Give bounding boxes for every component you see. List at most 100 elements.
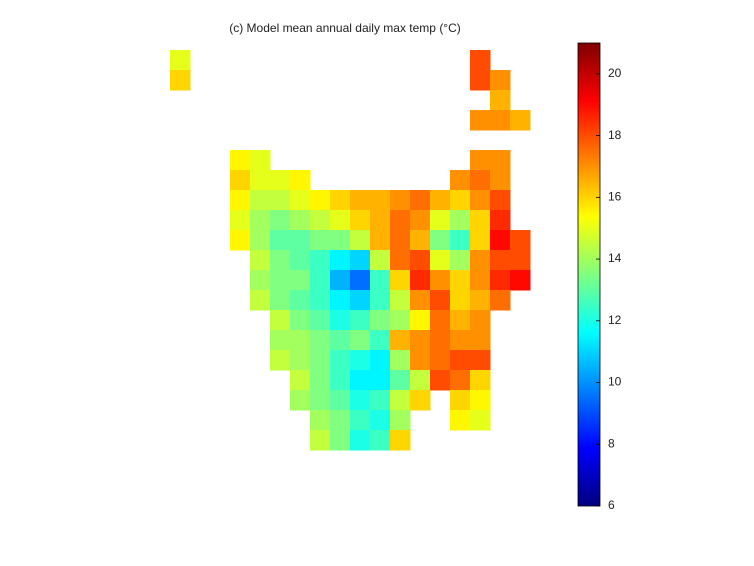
- colorbar-tick-label: 14: [608, 251, 622, 265]
- chart-title: (c) Model mean annual daily max temp (°C…: [229, 21, 461, 35]
- grid-cell: [470, 270, 491, 291]
- grid-cell: [390, 230, 411, 251]
- grid-cell: [290, 230, 311, 251]
- grid-cell: [170, 70, 191, 91]
- grid-cell: [490, 290, 511, 311]
- grid-cell: [370, 390, 391, 411]
- grid-cell: [370, 430, 391, 451]
- grid-cell: [390, 210, 411, 231]
- grid-cell: [430, 230, 451, 251]
- grid-cell: [470, 70, 491, 91]
- grid-cell: [270, 330, 291, 351]
- grid-cell: [470, 350, 491, 371]
- grid-cell: [250, 270, 271, 291]
- grid-cell: [470, 210, 491, 231]
- grid-cell: [310, 290, 331, 311]
- colorbar-tick-label: 6: [608, 498, 615, 512]
- grid-cell: [270, 210, 291, 231]
- grid-cell: [490, 250, 511, 271]
- grid-cell: [370, 350, 391, 371]
- grid-cell: [470, 250, 491, 271]
- grid-cell: [470, 310, 491, 331]
- grid-cell: [250, 190, 271, 211]
- grid-cell: [390, 350, 411, 371]
- grid-cell: [450, 210, 471, 231]
- grid-cell: [350, 290, 371, 311]
- grid-cell: [270, 230, 291, 251]
- grid-cell: [350, 390, 371, 411]
- grid-cell: [330, 310, 351, 331]
- grid-cell: [330, 350, 351, 371]
- grid-cell: [370, 250, 391, 271]
- grid-cell: [490, 270, 511, 291]
- grid-cell: [230, 170, 251, 191]
- grid-cell: [470, 330, 491, 351]
- grid-cell: [470, 170, 491, 191]
- grid-cell: [370, 210, 391, 231]
- grid-cell: [270, 250, 291, 271]
- grid-cell: [390, 390, 411, 411]
- grid-cell: [410, 290, 431, 311]
- grid-cell: [330, 210, 351, 231]
- grid-cell: [310, 190, 331, 211]
- grid-cell: [410, 350, 431, 371]
- grid-cell: [470, 230, 491, 251]
- grid-cell: [350, 210, 371, 231]
- grid-cell: [450, 390, 471, 411]
- grid-cell: [490, 70, 511, 91]
- grid-cell: [470, 390, 491, 411]
- grid-cell: [350, 250, 371, 271]
- colorbar-tick-label: 16: [608, 190, 622, 204]
- grid-cell: [310, 390, 331, 411]
- grid-cell: [450, 330, 471, 351]
- grid-cell: [270, 350, 291, 371]
- grid-cell: [350, 330, 371, 351]
- grid-cell: [310, 270, 331, 291]
- grid-cell: [350, 230, 371, 251]
- grid-cell: [230, 230, 251, 251]
- grid-cell: [230, 150, 251, 171]
- grid-cell: [290, 330, 311, 351]
- grid-cell: [290, 390, 311, 411]
- grid-cell: [330, 410, 351, 431]
- grid-cell: [430, 250, 451, 271]
- grid-cell: [430, 310, 451, 331]
- grid-cell: [330, 290, 351, 311]
- grid-cell: [390, 290, 411, 311]
- grid-cell: [390, 250, 411, 271]
- grid-cell: [250, 230, 271, 251]
- grid-cell: [430, 370, 451, 391]
- grid-cell: [310, 330, 331, 351]
- grid-cell: [330, 250, 351, 271]
- grid-cell: [430, 270, 451, 291]
- grid-cell: [290, 210, 311, 231]
- grid-cell: [410, 210, 431, 231]
- grid-cell: [370, 370, 391, 391]
- grid-cell: [290, 370, 311, 391]
- grid-cell: [390, 270, 411, 291]
- grid-cell: [410, 250, 431, 271]
- grid-cell: [410, 310, 431, 331]
- grid-cell: [250, 250, 271, 271]
- grid-cell: [450, 350, 471, 371]
- grid-cell: [410, 390, 431, 411]
- grid-cell: [230, 210, 251, 231]
- grid-cell: [270, 290, 291, 311]
- grid-cell: [350, 350, 371, 371]
- grid-cell: [290, 270, 311, 291]
- grid-cell: [290, 170, 311, 191]
- grid-cell: [250, 210, 271, 231]
- grid-cell: [450, 270, 471, 291]
- grid-cell: [230, 190, 251, 211]
- grid-cell: [330, 190, 351, 211]
- grid-cell: [390, 190, 411, 211]
- grid-cell: [370, 410, 391, 431]
- grid-cell: [290, 310, 311, 331]
- grid-cell: [450, 250, 471, 271]
- grid-cell: [450, 290, 471, 311]
- grid-cell: [430, 350, 451, 371]
- colorbar-tick-label: 10: [608, 375, 622, 389]
- grid-cell: [310, 410, 331, 431]
- grid-cell: [490, 230, 511, 251]
